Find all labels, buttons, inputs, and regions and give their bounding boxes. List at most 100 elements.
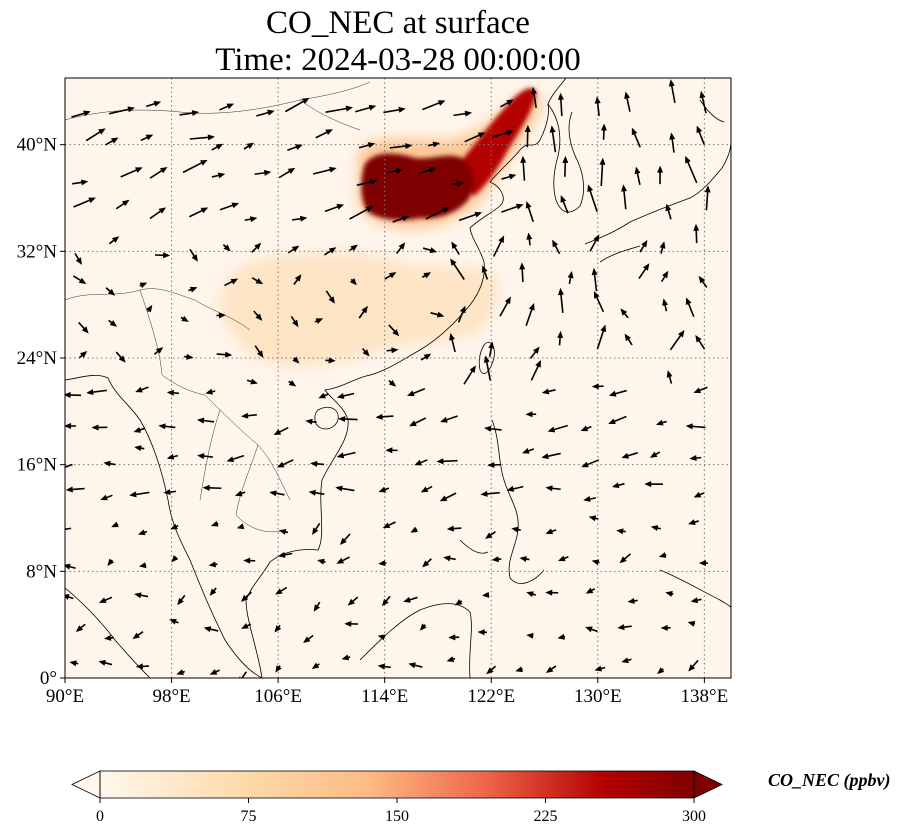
y-tick-label: 16°N bbox=[17, 455, 58, 476]
wind-arrow bbox=[222, 244, 231, 252]
wind-arrow bbox=[519, 262, 526, 283]
wind-arrow bbox=[240, 591, 252, 602]
colorbar-label: CO_NEC (ppbv) bbox=[768, 770, 891, 790]
x-tick-label: 122°E bbox=[467, 686, 515, 707]
wind-arrow bbox=[180, 315, 189, 322]
colorbar-ticks: 0 75 150 225 300 bbox=[96, 798, 706, 825]
wind-arrow bbox=[134, 592, 149, 599]
wind-arrow bbox=[634, 166, 641, 185]
colorbar-gradient bbox=[100, 771, 694, 798]
wind-arrow bbox=[446, 656, 456, 662]
wind-arrow bbox=[616, 528, 626, 535]
wind-arrow bbox=[315, 129, 333, 139]
wind-arrow bbox=[336, 392, 355, 399]
wind-arrow bbox=[487, 461, 502, 468]
gridline-layer bbox=[65, 78, 731, 678]
wind-arrow bbox=[71, 110, 91, 118]
wind-arrow bbox=[529, 346, 540, 359]
wind-arrow bbox=[72, 275, 87, 284]
wind-arrow bbox=[74, 252, 82, 265]
wind-arrow bbox=[699, 90, 707, 114]
wind-arrow bbox=[657, 667, 665, 674]
wind-arrow bbox=[210, 520, 219, 527]
wind-arrow bbox=[624, 91, 631, 112]
wind-arrow bbox=[292, 356, 300, 364]
wind-arrow bbox=[638, 263, 650, 279]
wind-arrow bbox=[325, 357, 336, 364]
wind-arrow bbox=[585, 587, 596, 594]
wind-arrow bbox=[552, 239, 561, 255]
wind-arrow bbox=[386, 347, 399, 354]
wind-arrow bbox=[375, 413, 394, 420]
wind-arrow bbox=[303, 634, 314, 644]
colorbar-extend-max bbox=[693, 770, 723, 799]
wind-arrow bbox=[356, 179, 378, 186]
wind-arrow bbox=[451, 180, 464, 187]
wind-arrow bbox=[338, 416, 358, 423]
wind-arrow bbox=[108, 236, 120, 245]
wind-arrow bbox=[170, 523, 179, 530]
coastline-hainan bbox=[314, 406, 339, 430]
wind-arrow bbox=[169, 618, 179, 625]
wind-arrow bbox=[65, 463, 73, 469]
wind-arrow bbox=[177, 594, 186, 606]
wind-arrow bbox=[65, 486, 85, 493]
wind-arrow bbox=[189, 207, 209, 218]
wind-arrow bbox=[325, 290, 335, 304]
wind-arrow bbox=[427, 141, 441, 148]
wind-arrow bbox=[219, 202, 240, 211]
y-tick-label: 40°N bbox=[17, 135, 58, 156]
wind-arrow bbox=[501, 173, 517, 180]
wind-arrow bbox=[344, 620, 358, 627]
wind-arrow bbox=[275, 586, 288, 595]
wind-arrow bbox=[530, 360, 541, 381]
wind-arrow bbox=[436, 458, 458, 465]
wind-arrow bbox=[132, 631, 144, 640]
wind-arrow bbox=[65, 391, 82, 398]
wind-arrow bbox=[355, 104, 377, 113]
wind-arrow bbox=[520, 155, 527, 181]
wind-arrow bbox=[481, 265, 489, 280]
wind-arrow bbox=[511, 526, 521, 533]
colorbar-tick-label: 225 bbox=[534, 808, 558, 825]
wind-arrow bbox=[596, 324, 607, 350]
wind-arrow bbox=[463, 365, 476, 385]
wind-arrow bbox=[377, 634, 386, 641]
wind-arrow bbox=[310, 460, 325, 467]
wind-arrow bbox=[665, 203, 672, 220]
wind-arrow bbox=[422, 558, 432, 568]
wind-arrow bbox=[65, 563, 76, 570]
wind-arrow bbox=[273, 426, 289, 435]
wind-arrow bbox=[335, 485, 355, 492]
wind-arrow bbox=[254, 345, 264, 358]
wind-arrow bbox=[163, 489, 177, 496]
wind-arrow bbox=[449, 332, 456, 353]
wind-arrow bbox=[557, 330, 564, 346]
x-tick-label: 98°E bbox=[152, 686, 190, 707]
x-axis: 90°E 98°E 106°E 114°E 122°E 130°E 138°E bbox=[46, 678, 728, 707]
wind-arrow bbox=[288, 380, 297, 387]
wind-arrow bbox=[685, 423, 706, 430]
wind-arrow bbox=[501, 203, 524, 213]
wind-arrow bbox=[336, 556, 350, 564]
wind-arrow bbox=[425, 207, 450, 220]
wind-arrow bbox=[287, 245, 300, 254]
wind-arrow bbox=[86, 389, 107, 396]
wind-arrow bbox=[133, 427, 146, 433]
wind-arrow bbox=[491, 129, 514, 139]
wind-arrow bbox=[696, 125, 705, 145]
wind-arrow bbox=[140, 134, 154, 142]
wind-arrow bbox=[349, 206, 374, 220]
wind-arrow bbox=[388, 379, 397, 387]
wind-arrow bbox=[138, 562, 147, 569]
wind-arrow bbox=[439, 492, 457, 502]
chart-title: CO_NEC at surface bbox=[266, 5, 530, 41]
wind-arrow bbox=[419, 623, 427, 631]
wind-arrow bbox=[658, 552, 667, 558]
wind-arrow bbox=[580, 425, 592, 432]
wind-arrow bbox=[211, 143, 224, 151]
wind-arrow bbox=[184, 353, 194, 360]
wind-arrow bbox=[594, 96, 601, 116]
wind-arrow bbox=[477, 629, 487, 636]
